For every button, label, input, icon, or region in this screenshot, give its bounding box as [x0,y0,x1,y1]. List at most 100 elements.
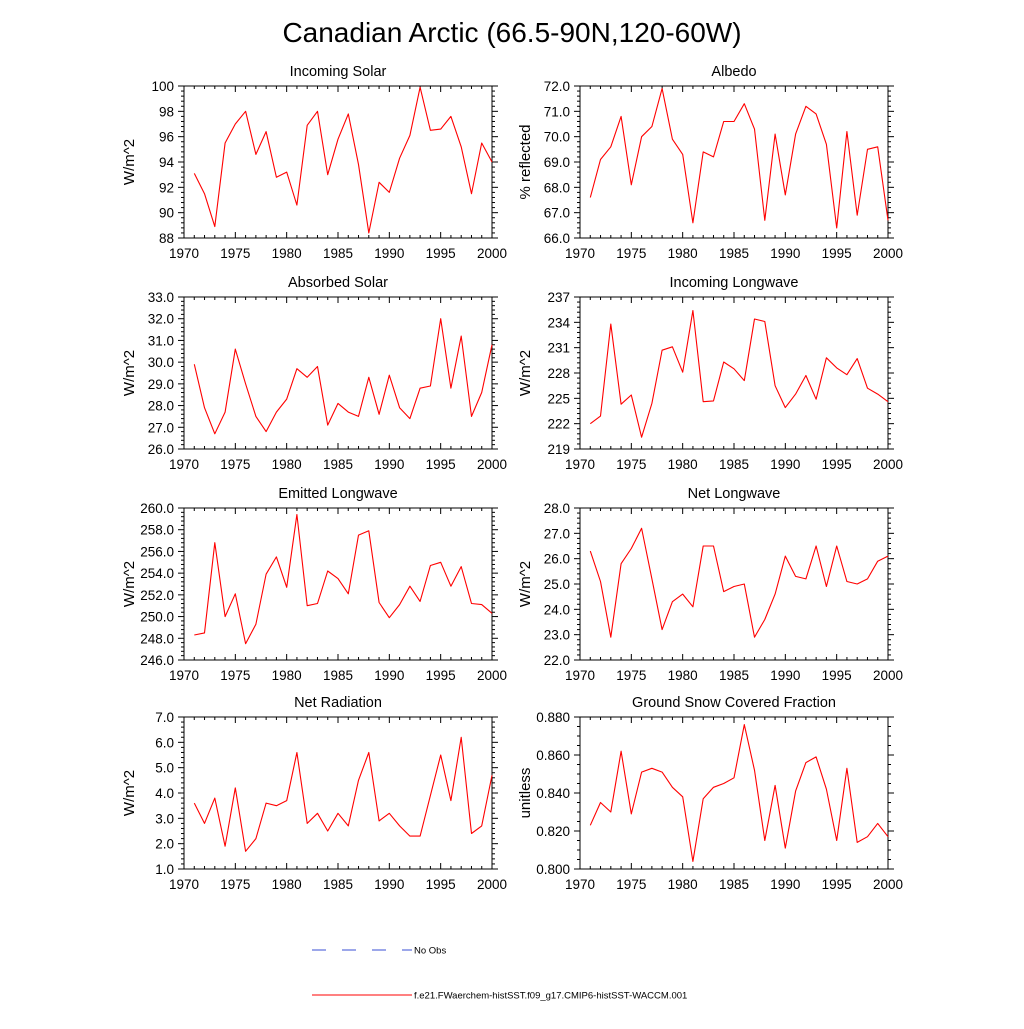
x-tick-label: 1990 [374,457,404,472]
x-tick-label: 1985 [719,246,749,261]
panel-3: Absorbed Solar W/m^2 1970 1975 1980 1985 1990 1… [121,275,507,472]
y-tick-label: 22.0 [544,653,570,668]
y-tick-label: 2.0 [155,837,174,852]
panel-title: Emitted Longwave [278,486,397,502]
x-tick-label: 1995 [426,457,456,472]
y-tick-label: 250.0 [140,610,174,625]
x-tick-label: 1990 [374,877,404,892]
x-tick-label: 1980 [272,877,302,892]
legend-no-obs-label: No Obs [414,946,446,957]
y-tick-label: 32.0 [148,312,174,327]
y-tick-label: 219 [547,442,570,457]
plot-frame [579,85,889,239]
x-tick-label: 1985 [719,457,749,472]
y-tick-label: 26.0 [544,552,570,567]
y-tick-label: 69.0 [544,155,570,170]
series-line [589,87,889,229]
x-tick-label: 1995 [822,668,852,683]
y-tick-label: 67.0 [544,206,570,221]
x-tick-label: 2000 [873,668,903,683]
y-axis-label: W/m^2 [121,350,138,396]
plot-frame [579,296,889,450]
x-tick-label: 1970 [565,877,595,892]
y-tick-label: 0.820 [536,824,570,839]
y-tick-label: 25.0 [544,577,570,592]
x-tick-label: 1995 [822,877,852,892]
x-tick-label: 1980 [668,668,698,683]
legend-model-label: f.e21.FWaerchem-histSST.f09_g17.CMIP6-hi… [414,991,687,1002]
panel-title: Ground Snow Covered Fraction [632,695,836,711]
y-axis-label: % reflected [517,124,534,199]
y-axis-label: W/m^2 [121,561,138,607]
series-line [193,86,493,234]
y-tick-label: 98 [159,104,174,119]
y-tick-label: 7.0 [155,710,174,725]
x-tick-label: 1990 [374,668,404,683]
plot-frame [579,716,889,870]
y-tick-label: 256.0 [140,544,174,559]
x-tick-label: 1975 [220,246,250,261]
plot-frame [183,85,493,239]
y-tick-label: 27.0 [148,420,174,435]
x-tick-label: 2000 [873,246,903,261]
y-tick-label: 28.0 [148,399,174,414]
y-tick-label: 0.860 [536,748,570,763]
x-tick-label: 1985 [323,877,353,892]
x-tick-label: 1985 [323,668,353,683]
x-tick-label: 1985 [323,457,353,472]
y-tick-label: 252.0 [140,588,174,603]
y-tick-label: 27.0 [544,526,570,541]
x-tick-label: 1985 [719,877,749,892]
y-tick-label: 4.0 [155,786,174,801]
panel-8: Ground Snow Covered Fraction unitless 1970… [517,695,903,892]
panel-title: Net Longwave [688,486,781,502]
y-tick-label: 29.0 [148,377,174,392]
x-tick-label: 2000 [477,668,507,683]
y-tick-label: 237 [547,290,570,305]
x-tick-label: 1990 [770,877,800,892]
x-tick-label: 1995 [426,877,456,892]
y-tick-label: 260.0 [140,501,174,516]
x-tick-label: 1975 [616,877,646,892]
y-axis-label: W/m^2 [121,139,138,185]
series-line [589,527,889,638]
x-tick-label: 1990 [374,246,404,261]
panel-title: Albedo [711,64,756,80]
x-tick-label: 2000 [477,877,507,892]
x-tick-label: 1970 [565,457,595,472]
plot-frame [183,716,493,870]
panel-5: Emitted Longwave W/m^2 1970 1975 1980 1985 199… [121,486,507,683]
x-tick-label: 1980 [668,246,698,261]
y-tick-label: 5.0 [155,761,174,776]
x-tick-label: 1990 [770,246,800,261]
y-tick-label: 94 [159,155,175,170]
x-tick-label: 2000 [477,246,507,261]
figure-title: Canadian Arctic (66.5-90N,120-60W) [282,17,741,48]
y-tick-label: 1.0 [155,862,174,877]
x-tick-label: 1975 [220,668,250,683]
x-tick-label: 1990 [770,668,800,683]
y-tick-label: 0.840 [536,786,570,801]
x-tick-label: 1995 [426,246,456,261]
y-tick-label: 70.0 [544,130,570,145]
x-tick-label: 1995 [822,246,852,261]
y-tick-label: 0.800 [536,862,570,877]
y-axis-label: W/m^2 [517,561,534,607]
panel-title: Incoming Longwave [670,275,799,291]
y-tick-label: 258.0 [140,523,174,538]
x-tick-label: 1975 [220,457,250,472]
y-tick-label: 246.0 [140,653,174,668]
x-tick-label: 1990 [770,457,800,472]
y-tick-label: 225 [547,391,570,406]
y-axis-label: W/m^2 [121,770,138,816]
panel-1: Incoming Solar W/m^2 1970 1975 1980 1985 1990 1… [121,64,507,261]
x-tick-label: 1970 [169,246,199,261]
y-tick-label: 96 [159,130,174,145]
plot-frame [579,507,889,661]
x-tick-label: 2000 [873,877,903,892]
y-tick-label: 100 [151,79,174,94]
plot-frame [183,296,493,450]
x-tick-label: 1970 [169,668,199,683]
